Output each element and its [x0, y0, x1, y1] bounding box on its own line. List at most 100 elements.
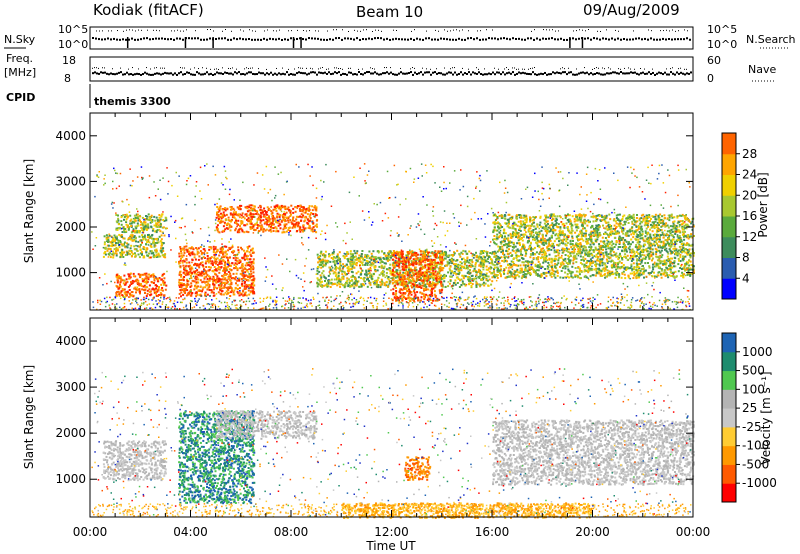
data-point: [112, 237, 115, 240]
data-point: [489, 267, 492, 270]
data-point: [127, 243, 130, 246]
data-point: [427, 266, 430, 269]
data-point: [457, 269, 460, 272]
freq-point: [370, 72, 372, 75]
nsearch-point: [123, 30, 124, 32]
data-point: [131, 291, 134, 293]
data-point: [233, 289, 236, 292]
nsearch-point: [531, 30, 532, 32]
data-point: [461, 282, 464, 285]
freq-point: [452, 73, 454, 76]
nave-point: [412, 67, 413, 69]
data-point: [134, 225, 137, 228]
freq-point: [360, 72, 362, 75]
nave-point: [98, 67, 99, 69]
nsky-point: [284, 38, 286, 41]
freq-point: [124, 73, 126, 76]
data-point: [361, 283, 364, 286]
data-point: [456, 249, 459, 252]
data-point: [104, 253, 107, 256]
data-point: [104, 251, 106, 254]
data-point: [385, 281, 388, 284]
data-point: [283, 213, 285, 215]
data-point: [220, 212, 222, 215]
data-point: [361, 262, 364, 265]
nsearch-point: [549, 29, 550, 31]
data-point: [160, 251, 163, 254]
nave-point: [390, 67, 391, 69]
data-point: [354, 277, 357, 280]
data-point: [639, 253, 642, 256]
freq-point: [98, 72, 100, 75]
data-point: [355, 272, 358, 275]
data-point: [161, 226, 164, 229]
nave-point: [534, 67, 535, 69]
freq-point: [310, 71, 312, 74]
data-point: [427, 258, 430, 261]
data-point: [350, 257, 353, 260]
data-point: [236, 213, 238, 216]
data-point: [278, 222, 281, 225]
nsky-point: [308, 37, 310, 40]
data-point: [433, 293, 436, 296]
data-point: [196, 250, 199, 253]
data-point: [469, 282, 472, 284]
data-point: [219, 289, 222, 292]
data-point: [689, 272, 692, 275]
data-point: [188, 253, 191, 256]
data-point: [322, 274, 325, 277]
data-point: [613, 246, 616, 248]
data-point: [231, 262, 234, 265]
data-point: [205, 272, 208, 275]
data-point: [423, 298, 426, 301]
freq-point: [390, 71, 392, 74]
freq-point: [140, 73, 142, 76]
data-point: [389, 267, 392, 270]
data-point: [414, 283, 416, 286]
nsky-point: [392, 38, 394, 41]
data-point: [144, 288, 147, 291]
data-point: [521, 233, 524, 236]
data-point: [249, 291, 252, 294]
data-point: [316, 267, 319, 270]
data-point: [248, 293, 251, 296]
data-point: [398, 290, 401, 293]
freq-point: [526, 72, 528, 75]
data-point: [434, 299, 437, 302]
data-point: [195, 282, 198, 285]
data-point: [449, 265, 452, 268]
data-point: [119, 251, 122, 254]
data-point: [479, 285, 482, 288]
freq-point: [596, 72, 598, 75]
data-point: [337, 267, 340, 270]
data-point: [339, 260, 342, 263]
data-point: [407, 294, 410, 297]
data-point: [107, 253, 110, 256]
data-point: [190, 266, 193, 269]
data-point: [485, 279, 488, 282]
data-point: [316, 269, 319, 272]
data-point: [429, 260, 432, 263]
data-point: [405, 258, 408, 261]
data-point: [238, 287, 241, 289]
data-point: [259, 208, 262, 211]
data-point: [302, 214, 305, 217]
data-point: [389, 270, 392, 272]
freq-point: [342, 72, 344, 75]
nsearch-point: [450, 30, 451, 32]
nave-point: [164, 67, 165, 69]
nsearch-tick-bottom: 10^0: [707, 38, 737, 51]
data-point: [436, 282, 439, 285]
data-point: [464, 250, 467, 253]
data-point: [218, 266, 220, 268]
data-point: [221, 290, 224, 293]
nsearch-point: [99, 30, 100, 32]
nave-point: [312, 68, 313, 70]
data-point: [284, 219, 286, 221]
data-point: [178, 278, 181, 281]
nsky-point: [209, 37, 211, 40]
data-point: [182, 279, 185, 282]
data-point: [389, 256, 392, 259]
data-point: [395, 280, 398, 282]
data-point: [117, 239, 120, 242]
